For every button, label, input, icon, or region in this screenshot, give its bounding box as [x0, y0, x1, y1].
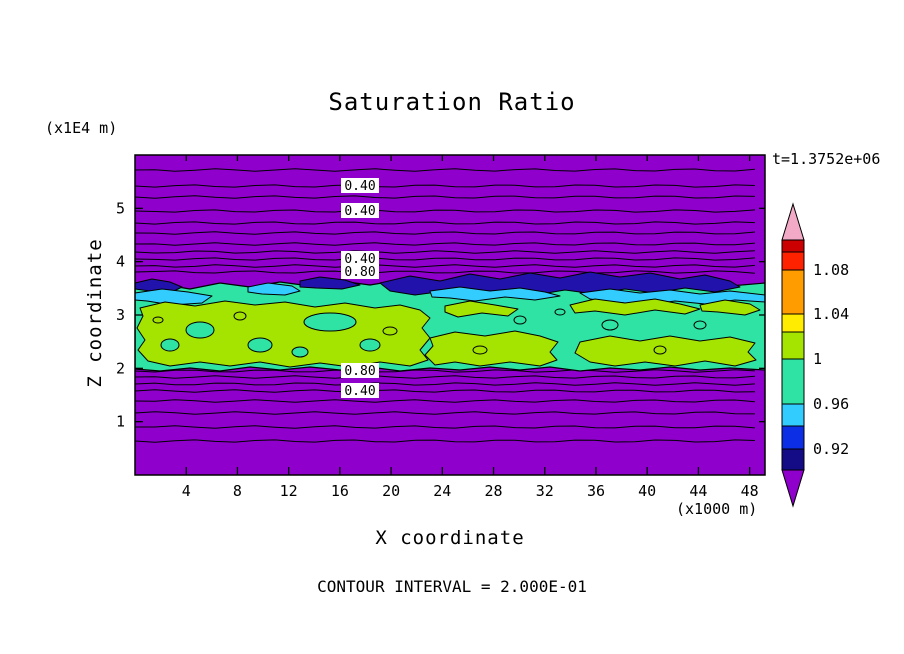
x-tick-label: 44	[689, 482, 707, 500]
x-tick-label: 16	[331, 482, 349, 500]
time-label: t=1.3752e+06	[772, 150, 881, 168]
colorbar-tick-label: 0.96	[813, 395, 849, 413]
y-tick-label: 4	[116, 253, 125, 271]
contour-label-bg	[341, 264, 379, 279]
cyan-patch	[135, 288, 213, 306]
contour-hole	[303, 312, 357, 332]
contour-loop	[152, 316, 164, 324]
x-tick-label: 36	[587, 482, 605, 500]
contour-hole	[291, 346, 309, 358]
x-tick-label: 28	[485, 482, 503, 500]
x-tick-label: 48	[741, 482, 759, 500]
colorbar-tick-label: 1.04	[813, 305, 849, 323]
colorbar-segment	[781, 425, 805, 450]
x-tick-label: 24	[433, 482, 451, 500]
y-tick-label: 2	[116, 359, 125, 377]
colorbar-tick-label: 0.92	[813, 440, 849, 458]
contour-line-label: 0.40	[344, 384, 375, 399]
navy-patch	[299, 276, 361, 290]
colorbar-tick-label: 1.08	[813, 261, 849, 279]
colorbar-segment	[781, 358, 805, 405]
contour-loop	[554, 308, 566, 316]
x-axis-title: X coordinate	[375, 527, 525, 549]
contour-line-label: 0.80	[344, 364, 375, 379]
contour-label-bg	[341, 203, 379, 218]
contour-label-bg	[341, 383, 379, 398]
colorbar-bottom-arrow	[781, 469, 805, 508]
y-axis-unit-label: (x1E4 m)	[45, 119, 118, 137]
colorbar-segment	[781, 403, 805, 427]
contour-loop	[382, 326, 398, 336]
chartreuse-patch	[569, 298, 701, 316]
chartreuse-patch	[444, 300, 519, 318]
colorbar-segment	[781, 448, 805, 471]
colorbar-segment	[781, 331, 805, 360]
x-tick-label: 32	[536, 482, 554, 500]
colorbar-segment	[781, 269, 805, 315]
colorbar-segment	[781, 239, 805, 253]
chartreuse-patch	[424, 330, 559, 367]
contour-interval-label: CONTOUR INTERVAL = 2.000E-01	[317, 577, 587, 596]
contour-loop	[601, 319, 619, 331]
contour-line-label: 0.80	[344, 265, 375, 280]
cyan-patch	[429, 286, 561, 302]
contour-label-bg	[341, 178, 379, 193]
contour-line-label: 0.40	[344, 252, 375, 267]
cyan-patch	[247, 282, 301, 296]
contour-loop	[233, 311, 247, 321]
x-tick-label: 4	[182, 482, 191, 500]
contour-hole	[247, 337, 273, 353]
colorbar: 1.08 1.04 1 0.96 0.92	[781, 202, 849, 508]
contour-field: 0.400.400.400.800.800.40	[135, 168, 765, 443]
y-tick-label: 5	[116, 199, 125, 217]
colorbar-tick-label: 1	[813, 350, 822, 368]
x-tick-label: 20	[382, 482, 400, 500]
contour-line-label: 0.40	[344, 179, 375, 194]
contour-line-label: 0.40	[344, 204, 375, 219]
colorbar-segment	[781, 313, 805, 333]
contour-label-bg	[341, 251, 379, 266]
x-tick-label: 12	[280, 482, 298, 500]
chartreuse-patch	[136, 300, 431, 368]
contour-hole	[160, 338, 180, 352]
contour-lines	[135, 168, 756, 443]
x-axis-unit-label: (x1000 m)	[676, 500, 758, 518]
contour-hole	[185, 321, 215, 339]
y-tick-label: 1	[116, 413, 125, 431]
contour-label-bg	[341, 363, 379, 378]
contour-loop	[693, 320, 707, 330]
x-tick-labels: 4 8 12 16 20 24 28 32 36 40 44 48	[182, 482, 759, 500]
axis-ticks	[135, 155, 765, 475]
y-axis-title: Z coordinate	[84, 238, 106, 388]
y-tick-labels: 1 2 3 4 5	[116, 199, 125, 430]
colorbar-top-arrow	[781, 202, 805, 241]
contour-loop	[472, 345, 488, 355]
chartreuse-patch	[699, 299, 761, 316]
x-tick-label: 8	[233, 482, 242, 500]
chart-title: Saturation Ratio	[328, 88, 576, 116]
contour-loop	[513, 315, 527, 325]
contour-loop	[653, 345, 667, 355]
contour-hole	[359, 338, 381, 352]
navy-patch	[135, 278, 183, 293]
y-tick-label: 3	[116, 306, 125, 324]
x-tick-label: 40	[638, 482, 656, 500]
colorbar-segment	[781, 251, 805, 271]
